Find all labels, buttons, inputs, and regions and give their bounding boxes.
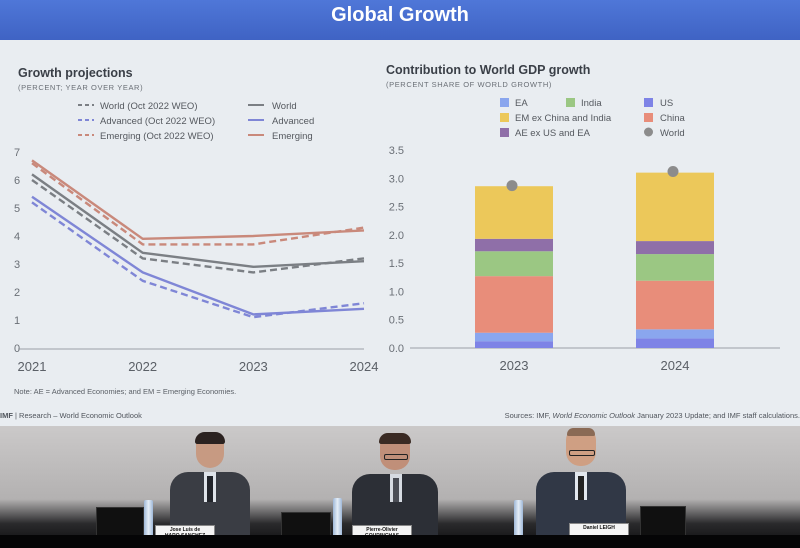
footer-imf: IMF [0,411,13,420]
line-series-emerging-oct-2022-weo [31,162,365,246]
bar-y-tick-1-5: 1.5 [389,258,404,270]
legend-ea: EA [515,98,528,109]
line-y-tick-5: 5 [14,203,20,215]
water-bottle-left [144,500,153,538]
bar-2023-us [475,341,553,348]
line-y-tick-2: 2 [14,287,20,299]
bar-y-ticks: 0.0 0.5 1.0 1.5 2.0 2.5 3.0 3.5 [389,145,404,355]
line-x-ticks: 2021 2022 2023 2024 [18,359,379,374]
legend-emerging-oct: Emerging (Oct 2022 WEO) [100,131,214,142]
footer-sources: Sources: IMF, World Economic Outlook Jan… [505,411,800,420]
legend-swatch-china [644,113,653,122]
slide-title: Global Growth [331,4,469,26]
sources-suffix: January 2023 Update; and IMF staff calcu… [635,411,800,420]
bar-2023-india [475,251,553,277]
sources-prefix: Sources: IMF, [505,411,553,420]
legend-advanced-oct: Advanced (Oct 2022 WEO) [100,116,215,127]
bar-chart-legend: EA India US EM ex China and India China … [500,98,686,139]
legend-marker-world [644,127,653,137]
bar-2024-ea [636,329,714,339]
bar-group [475,165,714,348]
line-x-tick-2021: 2021 [18,359,47,374]
legend-em-ex: EM ex China and India [515,113,612,124]
nameplate-right-line2: Daniel LEIGH [583,525,615,531]
legend-swatch-us [644,98,653,107]
bar-2024-us [636,338,714,348]
legend-world: World [272,101,297,112]
bar-y-tick-2-0: 2.0 [389,230,404,242]
bar-y-tick-3-5: 3.5 [389,145,404,157]
bar-y-tick-0-5: 0.5 [389,315,404,327]
line-series-group [31,159,365,319]
bar-chart-subtitle: (PERCENT SHARE OF WORLD GROWTH) [386,80,552,89]
line-y-tick-3: 3 [14,259,20,271]
legend-world-oct: World (Oct 2022 WEO) [100,101,198,112]
legend-us: US [660,98,673,109]
bar-y-tick-0-0: 0.0 [389,343,404,355]
legend-china: China [660,113,686,124]
legend-swatch-ea [500,98,509,107]
slide-title-bar [0,0,800,40]
legend-swatch-india [566,98,575,107]
bar-2024-em-ex-china-and-india [636,172,714,242]
bar-2023-em-ex-china-and-india [475,186,553,239]
desk [0,535,800,548]
bar-2024-india [636,254,714,281]
water-bottle-center [333,498,342,538]
legend-world-dot: World [660,128,685,139]
bar-x-tick-2023: 2023 [500,358,529,373]
sources-italic: World Economic Outlook [553,411,637,420]
footer-left: IMF | Research – World Economic Outlook [0,411,142,420]
bar-2024-ae-ex-us-and-ea [636,241,714,255]
legend-india: India [581,98,602,109]
bar-2023-ae-ex-us-and-ea [475,238,553,252]
bar-x-tick-2024: 2024 [661,358,690,373]
line-x-tick-2023: 2023 [239,359,268,374]
line-x-tick-2024: 2024 [350,359,379,374]
line-series-advanced [31,195,365,316]
bar-2024-china [636,280,714,330]
line-series-emerging [31,159,365,241]
line-chart-subtitle: (PERCENT; YEAR OVER YEAR) [18,83,143,92]
world-marker-2024 [667,165,679,177]
legend-emerging: Emerging [272,131,313,142]
nameplate-left-line1: Jose Luis de [169,527,201,533]
line-y-tick-1: 1 [14,315,20,327]
world-marker-2023 [506,180,518,192]
legend-swatch-ae-ex [500,128,509,137]
line-chart-note: Note: AE = Advanced Economies; and EM = … [14,387,236,396]
line-y-tick-0: 0 [14,343,20,355]
line-y-tick-4: 4 [14,231,20,243]
line-y-tick-6: 6 [14,175,20,187]
bar-y-tick-2-5: 2.5 [389,202,404,214]
line-y-tick-7: 7 [14,147,20,159]
bar-2023-china [475,276,553,333]
line-series-advanced-oct-2022-weo [31,201,365,319]
footer-research: | Research – World Economic Outlook [13,411,142,420]
bar-2023-ea [475,332,553,342]
line-y-ticks: 0 1 2 3 4 5 6 7 [14,147,20,355]
line-series-world [31,173,365,268]
nameplate-center-line1: Pierre-Olivier [366,527,398,533]
line-series-world-oct-2022-weo [31,179,365,274]
water-bottle-right [514,500,523,538]
bar-x-ticks: 2023 2024 [500,358,690,373]
line-x-tick-2022: 2022 [128,359,157,374]
slide: Growth projections (PERCENT; YEAR OVER Y… [0,40,800,426]
charts-svg: Growth projections (PERCENT; YEAR OVER Y… [0,63,800,420]
legend-swatch-em-ex [500,113,509,122]
line-chart-title: Growth projections [18,66,133,80]
bar-chart-title: Contribution to World GDP growth [386,63,590,77]
bar-y-tick-3-0: 3.0 [389,173,404,185]
line-chart-legend: World (Oct 2022 WEO) Advanced (Oct 2022 … [78,101,314,142]
legend-advanced: Advanced [272,116,314,127]
legend-ae-ex: AE ex US and EA [515,128,591,139]
bar-y-tick-1-0: 1.0 [389,286,404,298]
